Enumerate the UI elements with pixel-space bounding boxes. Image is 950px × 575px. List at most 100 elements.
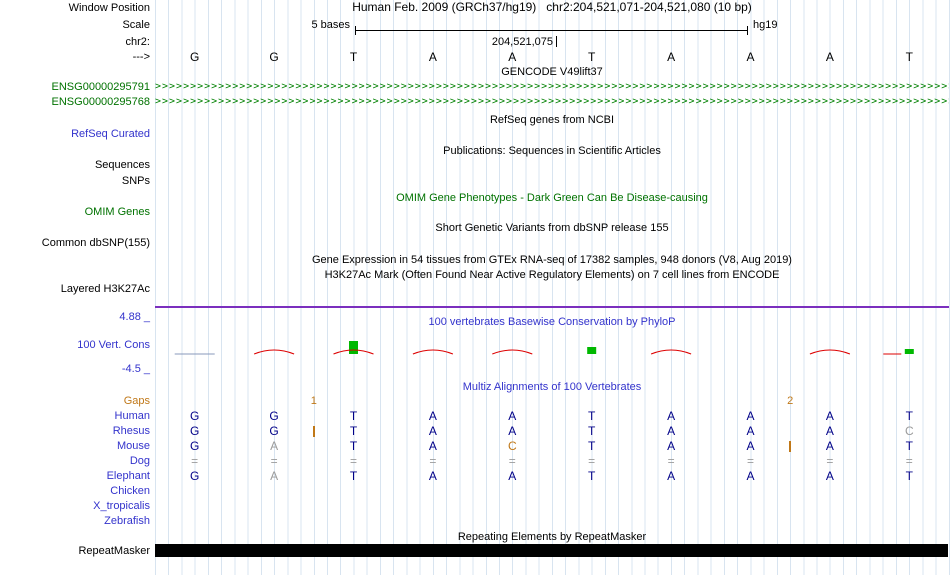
cons-mark-bar xyxy=(587,347,597,354)
base-letter: = xyxy=(270,454,278,468)
base-letter: A xyxy=(428,409,437,423)
label-species-x-tropicalis[interactable]: X_tropicalis xyxy=(93,500,150,512)
label-species-human[interactable]: Human xyxy=(114,410,150,422)
base-letter: = xyxy=(349,454,357,468)
base-letter: T xyxy=(349,409,358,423)
base-letter: A xyxy=(508,469,517,483)
label-layered-h3k27ac[interactable]: Layered H3K27Ac xyxy=(60,283,150,295)
label-window-position: Window Position xyxy=(68,2,150,14)
scale-value: 5 bases xyxy=(311,19,350,31)
assembly-label: hg19 xyxy=(753,19,778,31)
base-letter: G xyxy=(190,424,200,438)
repeatmasker-element-bar[interactable] xyxy=(155,544,948,557)
multiz-row-chicken xyxy=(155,485,949,498)
position-tick-label: 204,521,075 xyxy=(491,36,553,48)
base-letter: A xyxy=(667,424,676,438)
scale-ruler-right-tick xyxy=(747,26,748,35)
title-gencode: GENCODE V49lift37 xyxy=(501,66,603,78)
base-letter: A xyxy=(270,439,279,453)
base-letter: A xyxy=(270,469,279,483)
title-omim: OMIM Gene Phenotypes - Dark Green Can Be… xyxy=(396,192,708,204)
label-species-dog[interactable]: Dog xyxy=(129,455,150,467)
label-species-zebrafish[interactable]: Zebrafish xyxy=(104,515,150,527)
base-letter: A xyxy=(746,409,755,423)
base-letter: A xyxy=(825,469,834,483)
title-multiz: Multiz Alignments of 100 Vertebrates xyxy=(462,381,642,393)
label-cons-max: 4.88 _ xyxy=(119,311,150,323)
base-letter: T xyxy=(588,469,596,483)
label-refseq-curated[interactable]: RefSeq Curated xyxy=(71,128,150,140)
title-publications: Publications: Sequences in Scientific Ar… xyxy=(443,145,661,157)
base-letter: = xyxy=(191,454,199,468)
base-letter: T xyxy=(588,50,596,64)
base-letter: T xyxy=(349,50,358,64)
alignment-insert-bar xyxy=(312,426,315,437)
title-gtex: Gene Expression in 54 tissues from GTEx … xyxy=(312,254,792,266)
base-letter: A xyxy=(825,439,834,453)
scale-ruler-left-tick xyxy=(355,26,356,35)
base-letter: = xyxy=(826,454,834,468)
base-letter: A xyxy=(428,50,437,64)
gap-count-label: 2 xyxy=(787,395,794,407)
cons-mark-bar xyxy=(904,349,914,354)
multiz-row-zebrafish xyxy=(155,515,949,528)
label-gene-ensg00000295791[interactable]: ENSG00000295791 xyxy=(51,81,150,93)
base-letter: A xyxy=(746,50,755,64)
label-scale: Scale xyxy=(122,19,150,31)
cons-mark-arc xyxy=(253,349,295,355)
base-letter: G xyxy=(269,50,279,64)
label-sequences[interactable]: Sequences xyxy=(94,159,150,171)
conservation-track[interactable] xyxy=(155,334,949,364)
label-gene-ensg00000295768[interactable]: ENSG00000295768 xyxy=(51,96,150,108)
base-letter: T xyxy=(588,439,596,453)
base-letter: = xyxy=(905,454,913,468)
base-letter: G xyxy=(269,424,279,438)
base-letter: G xyxy=(190,50,200,64)
base-letter: A xyxy=(667,409,676,423)
position-title: Human Feb. 2009 (GRCh37/hg19) chr2:204,5… xyxy=(352,0,752,14)
title-h3k27ac: H3K27Ac Mark (Often Found Near Active Re… xyxy=(324,269,780,281)
gene-arrow-track-1[interactable]: >>>>>>>>>>>>>>>>>>>>>>>>>>>>>>>>>>>>>>>>… xyxy=(155,81,949,92)
base-letter: G xyxy=(190,439,200,453)
label-common-dbsnp[interactable]: Common dbSNP(155) xyxy=(41,237,150,249)
label-species-elephant[interactable]: Elephant xyxy=(106,470,150,482)
label-species-mouse[interactable]: Mouse xyxy=(116,440,150,452)
label-species-rhesus[interactable]: Rhesus xyxy=(112,425,150,437)
base-letter: A xyxy=(667,50,676,64)
base-letter: A xyxy=(825,409,834,423)
gene-arrow-track-2[interactable]: >>>>>>>>>>>>>>>>>>>>>>>>>>>>>>>>>>>>>>>>… xyxy=(155,96,949,107)
base-letter: G xyxy=(190,409,200,423)
base-letter: T xyxy=(905,50,913,64)
label-species-chicken[interactable]: Chicken xyxy=(110,485,150,497)
cons-mark-arc xyxy=(333,349,374,355)
base-letter: A xyxy=(428,424,437,438)
base-letter: = xyxy=(667,454,675,468)
label-snps[interactable]: SNPs xyxy=(121,175,150,187)
base-letter: T xyxy=(905,439,913,453)
base-letter: = xyxy=(746,454,754,468)
base-letter: A xyxy=(508,409,517,423)
title-refseq: RefSeq genes from NCBI xyxy=(489,114,615,126)
title-dbsnp: Short Genetic Variants from dbSNP releas… xyxy=(435,222,669,234)
cons-mark-arc xyxy=(809,349,851,355)
base-letter: A xyxy=(428,439,437,453)
base-letter: A xyxy=(746,439,755,453)
base-letter: T xyxy=(588,424,596,438)
label-gaps[interactable]: Gaps xyxy=(123,395,150,407)
label-omim-genes[interactable]: OMIM Genes xyxy=(84,206,150,218)
base-letter: T xyxy=(349,424,358,438)
label-repeatmasker[interactable]: RepeatMasker xyxy=(78,545,150,557)
cons-mark-arc xyxy=(412,349,454,355)
multiz-row-dog: = = = = = = = = = = xyxy=(155,455,949,468)
base-letter: A xyxy=(746,469,755,483)
base-letter: T xyxy=(905,409,913,423)
base-letter: A xyxy=(508,50,517,64)
label-cons-min: -4.5 _ xyxy=(121,363,150,375)
cons-mark-arc xyxy=(492,349,533,355)
label-100-vert-cons[interactable]: 100 Vert. Cons xyxy=(77,339,150,351)
gap-count-label: 1 xyxy=(310,395,317,407)
base-letter: T xyxy=(588,409,596,423)
